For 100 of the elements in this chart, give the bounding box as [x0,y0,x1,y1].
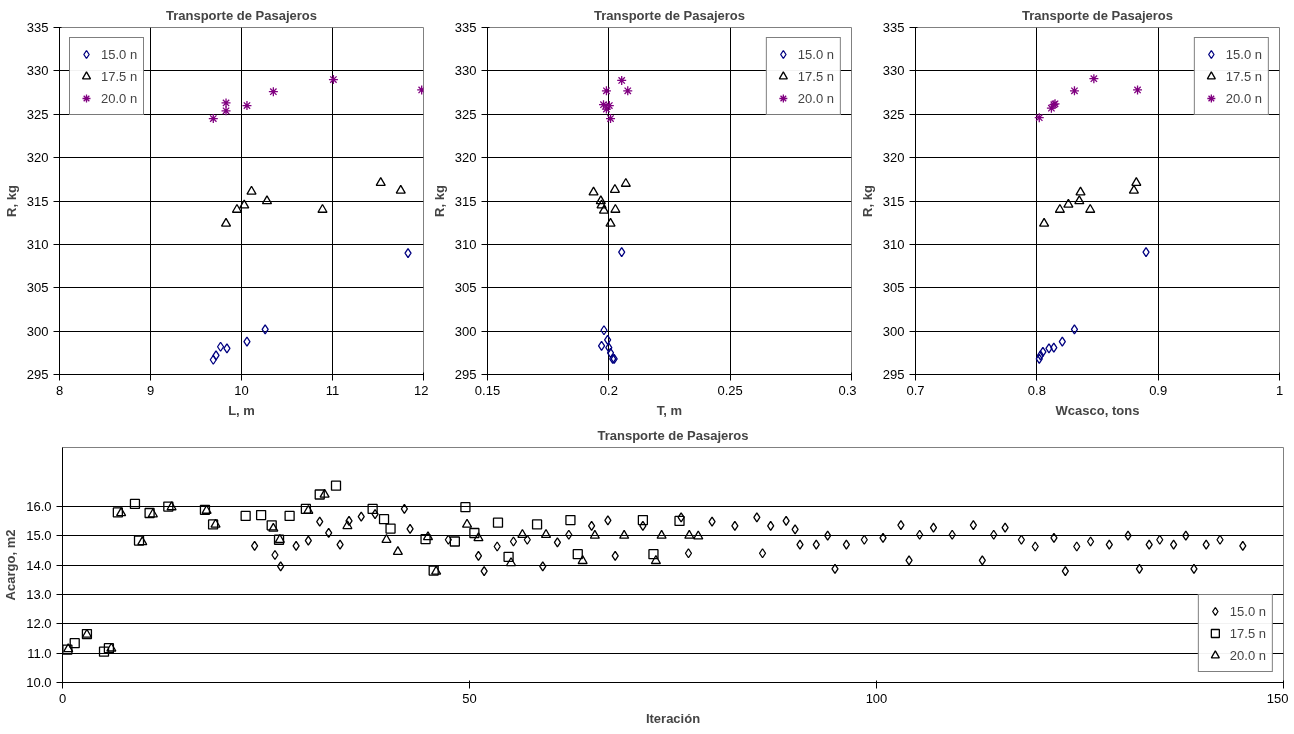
point [112,507,123,518]
point [133,535,145,546]
point [1034,112,1045,123]
legend-label: 17.5 n [1229,625,1266,641]
point [588,186,599,196]
chart-title: Transporte de Pasajeros [1021,7,1174,23]
point [1074,195,1085,205]
point [473,532,484,542]
point [622,85,633,96]
point [328,74,339,85]
point [601,85,612,96]
point [208,113,219,124]
x-tick-label: 8 [55,382,64,398]
y-tick-label: 305 [882,280,905,296]
point [598,99,609,110]
point [619,529,630,539]
point [517,528,528,538]
point [69,637,80,649]
y-tick-label: 325 [26,106,49,122]
point [261,195,273,205]
legend-label: 15.0 n [1229,603,1266,619]
point [1070,324,1079,335]
x-tick-label: 1 [1275,382,1284,398]
y-tick-label: 305 [454,280,477,296]
point [693,530,704,540]
point [1054,203,1066,213]
legend-label: 15.0 n [797,46,834,62]
point [540,528,552,538]
legend-label: 20.0 n [101,90,138,106]
point [620,177,631,187]
y-axis-title: R, kg [431,185,447,217]
x-tick-label: 0.8 [1027,382,1046,398]
y-tick-label: 16.0 [26,498,52,514]
point [449,536,460,547]
point [422,531,434,541]
x-tick-label: 0.9 [1149,382,1168,398]
point [596,199,607,209]
x-tick-label: 0 [58,690,67,706]
point [650,555,662,565]
y-tick-label: 295 [26,367,49,382]
x-tick-label: 0.15 [474,382,501,398]
y-tick-label: 310 [26,236,49,252]
y-tick-label: 14.0 [26,557,52,573]
y-tick-label: 11.0 [27,645,52,661]
point [589,529,601,539]
point [342,520,353,530]
y-tick-label: 15.0 [26,528,52,544]
point [243,336,251,347]
y-tick-label: 295 [882,367,905,382]
y-tick-label: 305 [26,280,49,296]
point [531,519,543,530]
legend-label: 20.0 n [1225,90,1262,106]
y-tick-label: 320 [454,150,477,166]
point [381,533,392,543]
point [605,113,616,124]
point [378,514,390,525]
legend-label: 17.5 n [797,68,834,84]
point [137,536,148,546]
point [212,350,220,361]
point [129,498,141,510]
y-axis-title: Acargo, m2 [3,529,19,601]
point [656,529,667,539]
point [1085,203,1096,213]
point [603,334,612,345]
y-axis-title: R, kg [859,185,875,217]
y-tick-label: 330 [454,63,477,79]
point [577,555,588,565]
x-tick-label: 11 [325,382,340,398]
point [461,518,473,528]
y-tick-label: 300 [26,323,49,339]
y-tick-label: 320 [882,150,905,166]
x-tick-label: 0.25 [717,382,743,398]
y-tick-label: 330 [26,63,49,79]
point [392,545,404,556]
x-tick-label: 12 [414,382,429,398]
point [1142,247,1150,258]
legend-label: 17.5 n [101,68,138,84]
x-tick-label: 50 [462,690,477,706]
point [606,347,615,358]
point [492,517,504,528]
point [1058,336,1066,347]
point [618,247,626,258]
point [1063,198,1074,208]
y-tick-label: 315 [454,193,477,209]
point [375,176,386,187]
y-tick-label: 310 [882,236,905,252]
point [420,534,431,545]
point [616,75,627,86]
point [239,199,250,209]
chart-title: Transporte de Pasajeros [593,7,746,23]
y-tick-label: 13.0 [26,586,52,602]
point [115,507,127,517]
point [220,217,232,227]
point [319,488,330,498]
point [610,203,621,213]
y-tick-label: 310 [454,236,477,252]
point [572,548,583,560]
x-tick-label: 0.3 [838,382,857,398]
legend-label: 20.0 n [1229,647,1266,663]
point [604,100,615,111]
